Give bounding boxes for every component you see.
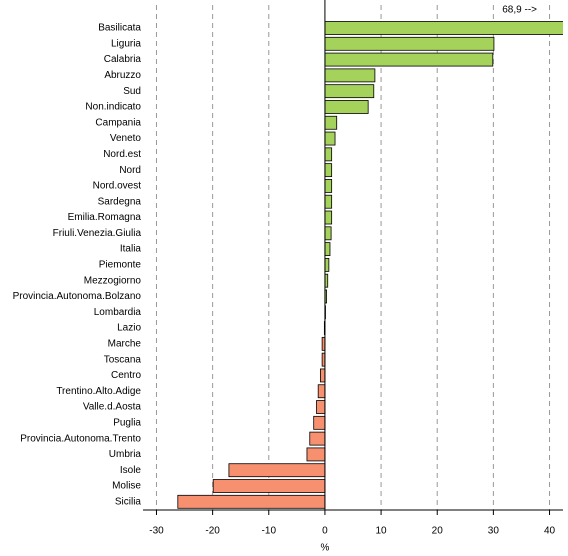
x-tick-label: -10 — [262, 526, 277, 537]
bar — [324, 257, 330, 272]
y-tick-label: Sicilia — [115, 496, 142, 507]
x-tick-label: 0 — [322, 526, 328, 537]
bar — [324, 194, 333, 209]
y-tick-label: Calabria — [104, 54, 142, 65]
y-tick-label: Centro — [111, 370, 141, 381]
y-tick-label: Non.indicato — [85, 102, 141, 113]
y-tick-label: Abruzzo — [104, 70, 141, 81]
y-tick-label: Sardegna — [98, 196, 142, 207]
y-tick-label: Puglia — [113, 417, 141, 428]
x-axis-label: % — [321, 543, 330, 554]
y-tick-label: Sud — [123, 86, 141, 97]
bar — [317, 384, 326, 399]
bar — [212, 479, 326, 493]
bar — [306, 447, 326, 462]
bar — [324, 163, 333, 178]
bar — [324, 84, 375, 99]
bar — [324, 131, 336, 146]
y-tick-label: Provincia.Autonoma.Bolzano — [13, 291, 142, 302]
y-tick-label: Veneto — [110, 133, 142, 144]
bar — [324, 36, 495, 51]
y-tick-label: Trentino.Alto.Adige — [56, 386, 141, 397]
bar — [324, 226, 332, 241]
x-tick-label: 10 — [376, 526, 388, 537]
y-tick-label: Basilicata — [98, 23, 141, 34]
bar — [324, 179, 333, 193]
bar — [324, 242, 331, 257]
y-tick-label: Italia — [120, 244, 142, 255]
bar — [324, 147, 333, 162]
bar — [177, 494, 326, 509]
grid — [155, 5, 551, 510]
bars — [177, 21, 563, 509]
x-tick-label: -20 — [205, 526, 220, 537]
y-tick-label: Umbria — [109, 449, 142, 460]
bar — [324, 21, 563, 35]
x-tick-label: 30 — [488, 526, 500, 537]
y-tick-label: Liguria — [111, 38, 141, 49]
bar — [316, 400, 326, 414]
y-tick-label: Isole — [120, 465, 142, 476]
y-tick-label: Provincia.Autonoma.Trento — [20, 433, 141, 444]
bar — [313, 415, 326, 430]
y-tick-label: Toscana — [104, 354, 142, 365]
bar — [228, 463, 326, 478]
bar — [324, 210, 333, 225]
y-tick-label: Marche — [108, 339, 142, 350]
bar — [324, 68, 376, 83]
bar — [324, 100, 369, 114]
y-tick-label: Lazio — [117, 323, 141, 334]
y-tick-label: Mezzogiorno — [84, 275, 142, 286]
y-tick-label: Campania — [95, 117, 141, 128]
y-tick-label: Lombardia — [94, 307, 142, 318]
x-tick-label: 40 — [544, 526, 556, 537]
y-tick-label: Piemonte — [99, 260, 142, 271]
y-tick-label: Nord.ovest — [93, 181, 142, 192]
bar — [309, 431, 326, 446]
x-tick-label: -30 — [149, 526, 164, 537]
bar — [320, 368, 326, 383]
annotation: 68,9 --> — [502, 5, 537, 16]
y-tick-label: Nord.est — [103, 149, 141, 160]
y-tick-label: Nord — [119, 165, 141, 176]
foreground: -30 -20 -10 0 10 20 30 40 Basilicata Liguria Calab… — [13, 0, 563, 537]
bar — [324, 52, 494, 67]
y-tick-label: Friuli.Venezia.Giulia — [53, 228, 142, 239]
x-tick-label: 20 — [432, 526, 444, 537]
y-tick-label: Valle.d.Aosta — [83, 402, 142, 413]
y-tick-label: Molise — [112, 481, 141, 492]
bar — [324, 115, 338, 130]
y-tick-label: Emilia.Romagna — [68, 212, 142, 223]
